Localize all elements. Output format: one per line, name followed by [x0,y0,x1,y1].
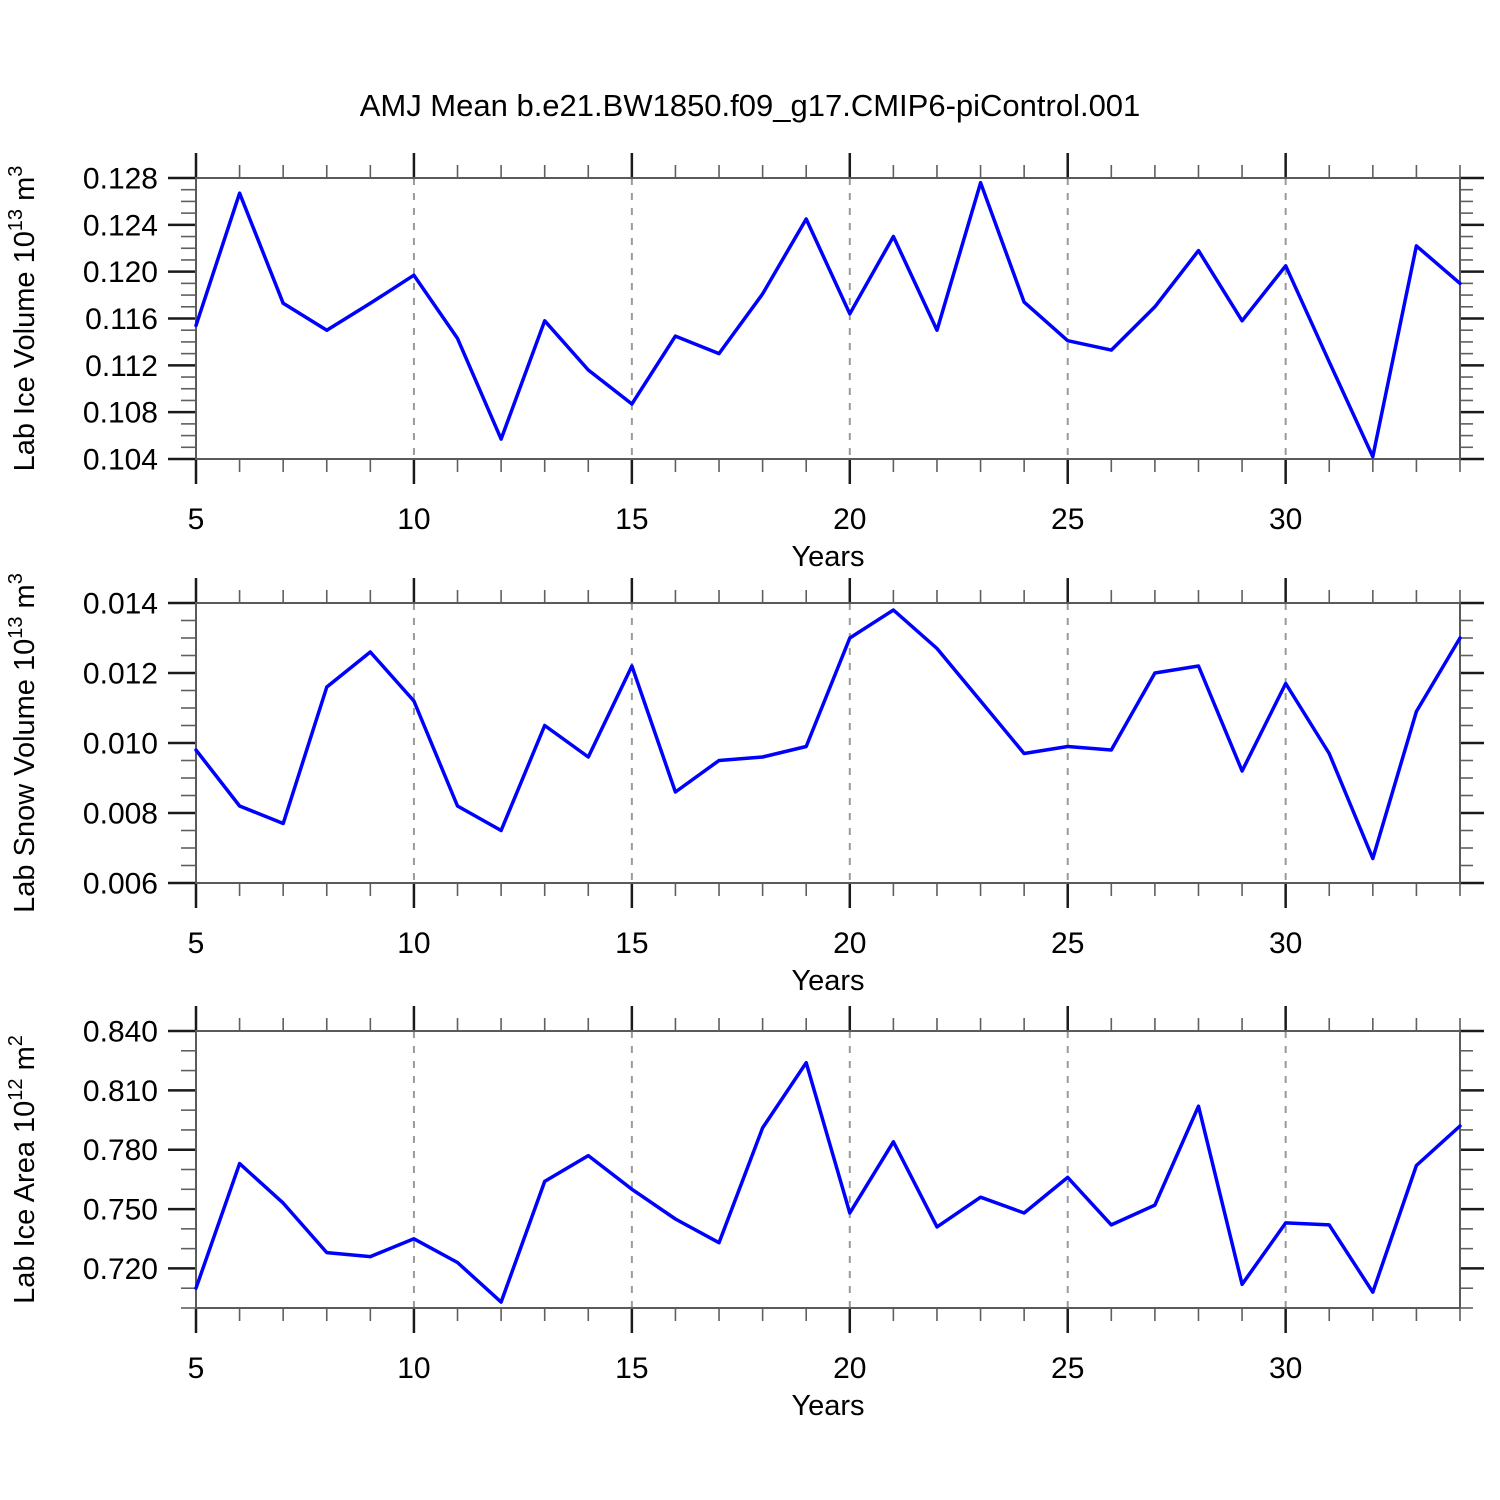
y-tick-label: 0.124 [83,209,158,242]
x-tick-label: 5 [188,927,205,960]
x-tick-label: 30 [1269,927,1302,960]
x-tick-label: 25 [1051,1352,1084,1385]
series-line-ice-volume [194,180,1462,459]
x-tick-label: 30 [1269,1352,1302,1385]
panel-snow-volume: 5 10 15 20 25 30 0.006 0.008 0.010 0.012 0.014 Year… [5,573,1484,997]
y-tick-label: 0.008 [83,798,158,831]
panel-ice-area: 5 10 15 20 25 30 0.720 0.750 0.780 0.810 0.840 Year… [5,1006,1484,1422]
x-tick-label: 30 [1269,503,1302,536]
x-tick-label: 5 [188,503,205,536]
x-tick-label: 5 [188,1352,205,1385]
x-tick-label: 10 [397,503,430,536]
y-axis-title: Lab Snow Volume 1013 m3 [5,573,41,913]
y-tick-label: 0.780 [83,1134,158,1167]
y-axis-title: Lab Ice Volume 1013 m3 [5,166,41,472]
x-tick-label: 15 [615,503,648,536]
x-tick-label: 25 [1051,927,1084,960]
axis-frame [195,1030,1461,1309]
panel-ice-volume: 5 10 15 20 25 30 0.104 0.108 0.112 0.116 0.120 0.12… [5,153,1484,573]
plot-title: AMJ Mean b.e21.BW1850.f09_g17.CMIP6-piCo… [359,88,1141,123]
y-tick-label: 0.840 [83,1016,158,1049]
y-axis-title: Lab Ice Area 1012 m2 [5,1035,41,1304]
y-tick-label: 0.014 [83,588,158,621]
y-tick-label: 0.108 [83,397,158,430]
series-line-ice-area [194,1060,1462,1304]
y-tick-label: 0.810 [83,1075,158,1108]
x-tick-label: 20 [833,1352,866,1385]
y-tick-label: 0.006 [83,868,158,901]
x-tick-label: 10 [397,927,430,960]
axis-frame [195,177,1461,460]
y-tick-label: 0.120 [83,256,158,289]
y-tick-label: 0.012 [83,658,158,691]
y-tick-label: 0.010 [83,728,158,761]
x-axis-title: Years [791,541,864,573]
y-tick-label: 0.128 [83,163,158,196]
axis-frame [195,602,1461,884]
x-tick-label: 20 [833,503,866,536]
y-tick-label: 0.720 [83,1253,158,1286]
y-tick-label: 0.104 [83,444,158,477]
x-axis-title: Years [791,1390,864,1422]
series-line-snow-volume [194,608,1462,861]
x-tick-label: 25 [1051,503,1084,536]
x-tick-label: 10 [397,1352,430,1385]
y-tick-label: 0.116 [85,303,158,336]
x-tick-label: 15 [615,927,648,960]
y-tick-label: 0.112 [85,350,158,383]
x-tick-label: 20 [833,927,866,960]
y-tick-label: 0.750 [83,1194,158,1227]
x-tick-label: 15 [615,1352,648,1385]
x-axis-title: Years [791,965,864,997]
